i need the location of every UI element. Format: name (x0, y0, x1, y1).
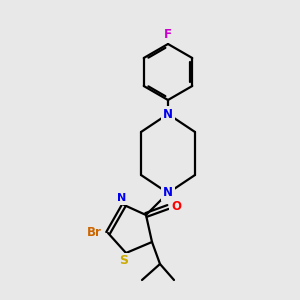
Text: N: N (163, 107, 173, 121)
Text: N: N (117, 193, 127, 203)
Text: O: O (171, 200, 181, 214)
Text: N: N (163, 187, 173, 200)
Text: F: F (164, 28, 172, 41)
Text: Br: Br (87, 226, 101, 239)
Text: S: S (119, 254, 128, 268)
